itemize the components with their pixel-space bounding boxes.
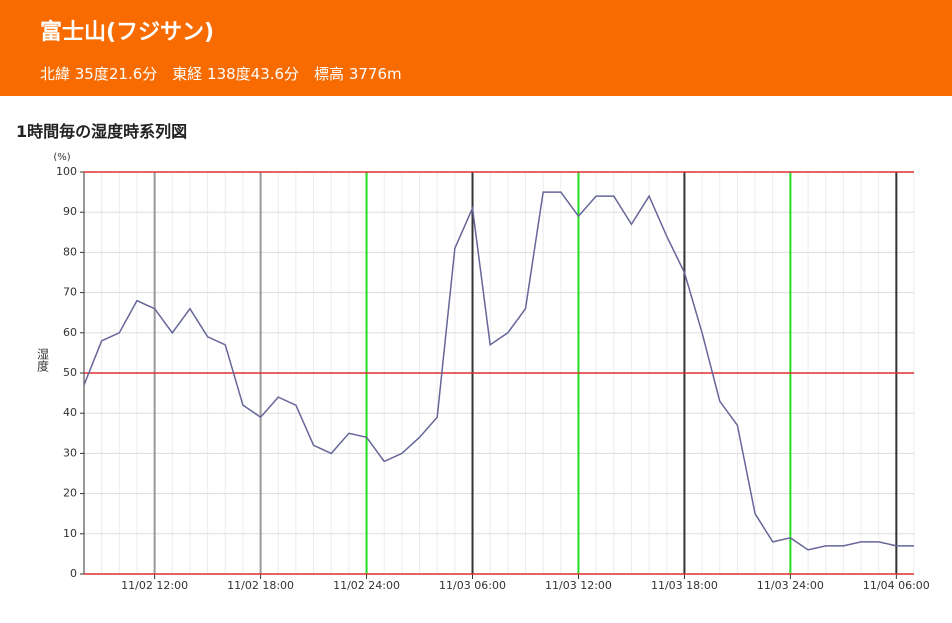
x-tick-label: 11/03 06:00 bbox=[439, 579, 506, 592]
x-tick-label: 11/02 24:00 bbox=[333, 579, 400, 592]
x-tick-label: 11/03 12:00 bbox=[545, 579, 612, 592]
header: 富士山(フジサン) 北緯 35度21.6分 東経 138度43.6分 標高 37… bbox=[0, 0, 952, 96]
y-unit: (%) bbox=[53, 152, 70, 163]
y-tick-label: 90 bbox=[63, 205, 77, 218]
y-tick-label: 60 bbox=[63, 326, 77, 339]
y-axis-label: 湿度 bbox=[36, 347, 50, 372]
x-tick-label: 11/04 06:00 bbox=[863, 579, 930, 592]
y-tick-label: 0 bbox=[70, 567, 77, 580]
y-tick-label: 40 bbox=[63, 406, 77, 419]
humidity-line bbox=[83, 191, 914, 551]
y-tick-label: 20 bbox=[63, 487, 77, 500]
subtitle: 北緯 35度21.6分 東経 138度43.6分 標高 3776m bbox=[40, 65, 402, 83]
y-tick-label: 10 bbox=[63, 527, 77, 540]
y-tick-label: 30 bbox=[63, 446, 77, 459]
y-tick-label: 50 bbox=[63, 366, 77, 379]
x-tick-label: 11/03 18:00 bbox=[651, 579, 718, 592]
section-title: 1時間毎の湿度時系列図 bbox=[16, 122, 188, 141]
title: 富士山(フジサン) bbox=[40, 20, 215, 45]
y-tick-label: 80 bbox=[63, 245, 77, 258]
y-tick-label: 100 bbox=[56, 165, 77, 178]
y-tick-label: 70 bbox=[63, 286, 77, 299]
x-tick-label: 11/02 18:00 bbox=[227, 579, 294, 592]
x-tick-label: 11/03 24:00 bbox=[757, 579, 824, 592]
x-tick-label: 11/02 12:00 bbox=[121, 579, 188, 592]
